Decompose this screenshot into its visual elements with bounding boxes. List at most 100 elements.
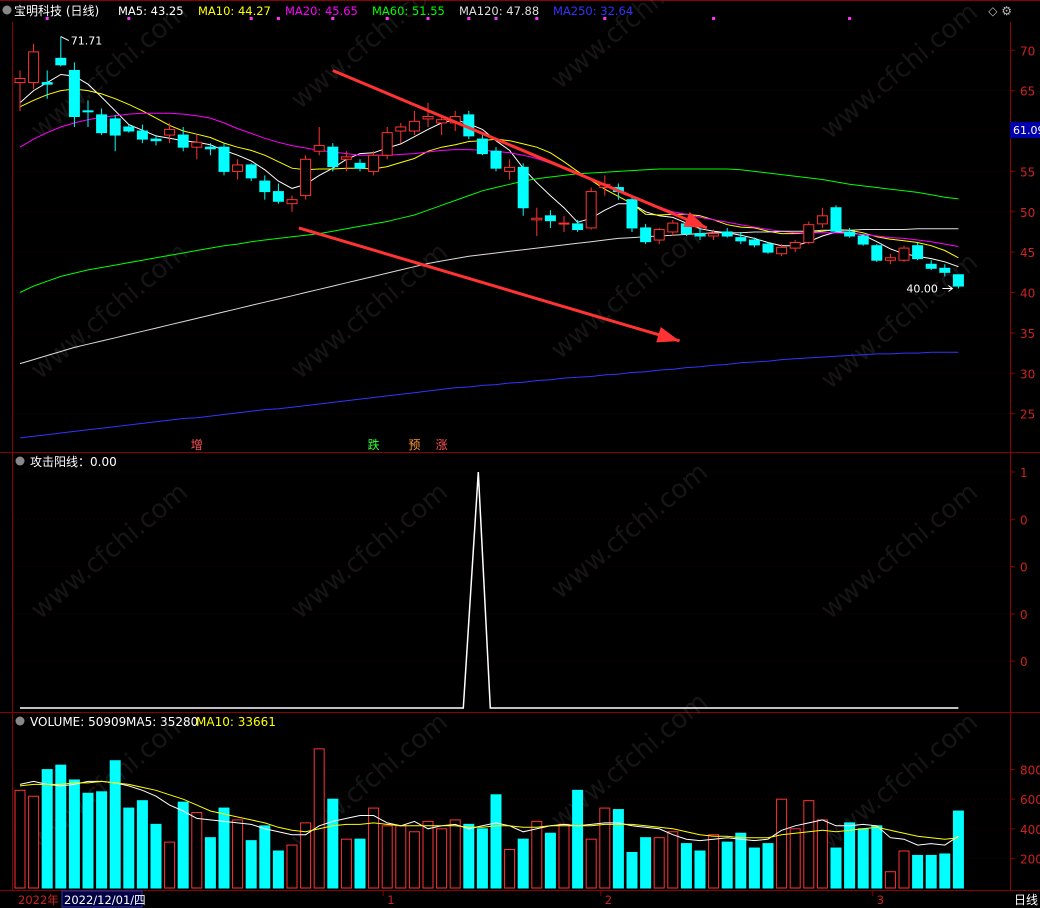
candle-body xyxy=(626,199,638,229)
price-tick-label: 30 xyxy=(1020,367,1035,381)
candle-body xyxy=(204,146,216,150)
indicator-menu-icon[interactable] xyxy=(15,456,25,466)
indicator-tick-label: 1 xyxy=(1020,466,1028,480)
volume-tick-label: 800 xyxy=(1020,764,1040,778)
price-header: 宝明科技 (日线) MA5: 43.25 MA10: 44.27 MA20: 45.6… xyxy=(2,4,1012,18)
volume-bar xyxy=(939,853,951,889)
ma-line-ma5 xyxy=(19,73,959,268)
ma-line-ma20 xyxy=(19,112,959,247)
candle-body xyxy=(422,115,434,120)
candle-body xyxy=(708,233,720,237)
candle-body xyxy=(476,138,488,155)
volume-bar xyxy=(68,779,80,889)
candle-body xyxy=(816,215,828,225)
signal-marker: 跌 xyxy=(368,437,380,452)
volume-bar xyxy=(626,851,638,889)
volume-bar xyxy=(150,823,162,889)
volume-bar xyxy=(96,791,108,889)
signal-dot xyxy=(848,17,852,20)
candle-body xyxy=(939,267,951,273)
volume-bar xyxy=(259,825,271,889)
volume-tick-label: 600 xyxy=(1020,793,1040,807)
candle-body xyxy=(572,223,584,231)
volume-ma10-line xyxy=(19,780,959,840)
signal-dot xyxy=(45,17,49,20)
x-axis-date-label: 2022/12/01/四 xyxy=(64,893,146,907)
candle-body xyxy=(313,145,325,152)
volume-bar xyxy=(558,823,570,889)
volume-bar xyxy=(694,850,706,889)
volume-bar xyxy=(463,823,475,889)
candle-body xyxy=(544,215,556,222)
signal-dot xyxy=(426,17,430,20)
current-price-box xyxy=(1010,122,1040,139)
volume-bar xyxy=(286,844,298,889)
watermark-text: www.cfchi.com xyxy=(545,457,714,605)
panel-menu-icon[interactable] xyxy=(2,5,12,15)
candle-body xyxy=(803,224,815,243)
volume-bar xyxy=(544,832,556,889)
volume-bar xyxy=(844,822,856,889)
candle-body xyxy=(41,82,53,85)
volume-bar xyxy=(898,850,910,889)
candle-body xyxy=(531,217,543,221)
signal-dot xyxy=(712,17,716,20)
price-tick-label: 25 xyxy=(1020,408,1035,422)
volume-bar xyxy=(55,764,67,889)
volume-bar xyxy=(82,792,94,889)
volume-bar xyxy=(585,838,597,889)
candle-body xyxy=(381,132,393,156)
volume-bar xyxy=(748,847,760,889)
watermark-text: www.cfchi.com xyxy=(815,247,984,395)
volume-bar xyxy=(232,819,244,889)
stock-title: 宝明科技 (日线) xyxy=(14,4,99,18)
candle-body xyxy=(830,207,842,232)
x-date-highlight xyxy=(61,890,143,908)
signal-dot xyxy=(331,17,335,20)
ma-legend-2: MA20: 45.65 xyxy=(285,4,358,18)
low-marker-arrowhead xyxy=(948,285,954,292)
price-tick-label: 40 xyxy=(1020,287,1035,301)
volume-bar xyxy=(368,807,380,889)
candle-body xyxy=(694,233,706,237)
indicator-tick-label: 0 xyxy=(1020,655,1028,669)
candle-body xyxy=(327,146,339,168)
volume-bar xyxy=(776,798,788,889)
volume-bar xyxy=(708,834,720,889)
volume-bar xyxy=(28,795,40,889)
volume-bar xyxy=(490,794,502,889)
volume-bar xyxy=(327,798,339,889)
volume-bar xyxy=(762,843,774,889)
signal-marker: 增 xyxy=(191,438,203,452)
watermark-text: www.cfchi.com xyxy=(815,0,984,145)
candle-body xyxy=(218,146,230,172)
volume-bar xyxy=(925,854,937,889)
volume-tick-label: 400 xyxy=(1020,823,1040,837)
volume-bar xyxy=(857,828,869,889)
volume-bar xyxy=(572,789,584,889)
volume-bar xyxy=(531,820,543,889)
candle-body xyxy=(640,227,652,243)
signal-marker: 涨 xyxy=(436,437,448,452)
volume-bar xyxy=(123,807,135,889)
volume-bar xyxy=(272,850,284,889)
candle-body xyxy=(286,199,298,205)
volume-bar xyxy=(599,807,611,889)
volume-bar xyxy=(803,800,815,889)
signal-dot xyxy=(249,17,253,20)
volume-bar xyxy=(300,822,312,889)
volume-bar xyxy=(313,748,325,889)
ma-legend-4: MA120: 47.88 xyxy=(459,4,539,18)
watermark-text: www.cfchi.com xyxy=(25,0,194,145)
volume-menu-icon[interactable] xyxy=(15,716,25,726)
candle-body xyxy=(109,118,121,136)
price-tick-label: 50 xyxy=(1020,206,1035,220)
trend-arrow-head xyxy=(656,327,680,343)
candle-body xyxy=(490,150,502,169)
candle-body xyxy=(340,156,352,160)
signal-dot xyxy=(127,17,131,20)
x-axis-label: 2022年 xyxy=(18,893,59,907)
signal-dot xyxy=(385,17,389,20)
volume-bars xyxy=(14,748,964,889)
